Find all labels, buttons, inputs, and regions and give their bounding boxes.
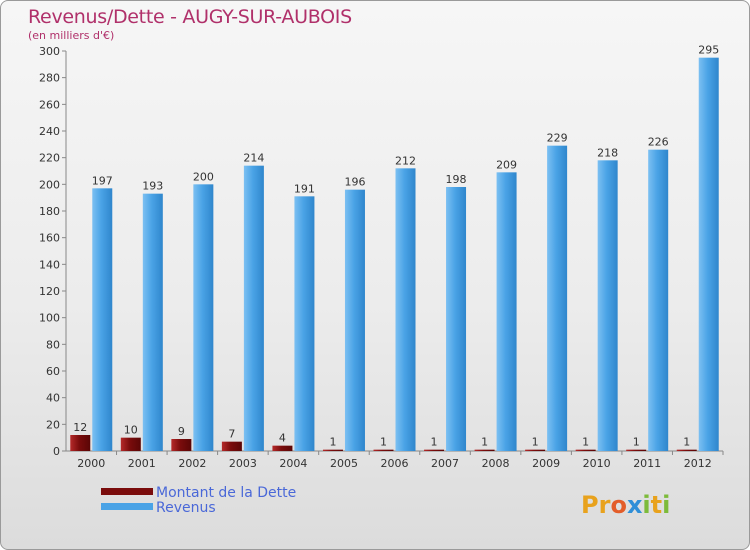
- bar-dette: [171, 439, 192, 451]
- y-tick-label: 300: [39, 45, 60, 58]
- logo-letter: x: [626, 491, 643, 519]
- y-tick-label: 60: [46, 365, 60, 378]
- legend-swatch-dette: [101, 488, 153, 495]
- x-tick-label: 2005: [330, 457, 358, 470]
- x-tick-label: 2012: [684, 457, 712, 470]
- bar-dette: [676, 449, 697, 451]
- data-label-dette: 1: [683, 436, 690, 449]
- x-tick-label: 2003: [229, 457, 257, 470]
- bar-dette: [626, 449, 647, 451]
- data-label-dette: 1: [633, 436, 640, 449]
- data-label-dette: 4: [279, 432, 286, 445]
- y-tick-label: 80: [46, 338, 60, 351]
- chart-bars: 12 197 10 193 9 200 7 214 4 191 1 196 1 212 1 198 1 209 1 2…: [70, 44, 719, 452]
- data-label-revenus: 193: [142, 180, 163, 193]
- bar-revenus: [547, 145, 568, 451]
- bar-revenus: [496, 172, 517, 452]
- bar-revenus: [142, 193, 163, 451]
- data-label-revenus: 191: [294, 182, 315, 195]
- logo-letter: o: [610, 491, 627, 519]
- chart-title: Revenus/Dette - AUGY-SUR-AUBOIS: [28, 6, 352, 28]
- data-label-dette: 12: [73, 421, 87, 434]
- y-tick-label: 0: [53, 445, 60, 458]
- legend-label-dette: Montant de la Dette: [156, 485, 297, 501]
- data-label-revenus: 196: [344, 176, 365, 189]
- data-label-revenus: 226: [648, 136, 669, 149]
- chart-axes: 0 20 40 60 80 100 120 140 160 180 200 220 240 260 280 3…: [39, 45, 724, 470]
- proxiti-logo: Proxiti: [581, 491, 670, 519]
- data-label-dette: 1: [532, 436, 539, 449]
- bar-revenus: [446, 187, 467, 451]
- data-label-dette: 1: [582, 436, 589, 449]
- legend-swatch-revenus: [101, 503, 153, 510]
- bar-dette: [322, 449, 343, 451]
- bar-dette: [272, 445, 293, 451]
- data-label-revenus: 197: [92, 174, 113, 187]
- bar-revenus: [193, 184, 214, 452]
- y-tick-label: 20: [46, 418, 60, 431]
- data-label-dette: 7: [228, 428, 235, 441]
- x-tick-label: 2006: [381, 457, 409, 470]
- legend-label-revenus: Revenus: [156, 500, 216, 516]
- bar-revenus: [294, 196, 315, 451]
- bar-dette: [424, 449, 445, 451]
- x-tick-label: 2000: [77, 457, 105, 470]
- bar-dette: [575, 449, 596, 451]
- y-tick-label: 260: [39, 98, 60, 111]
- logo-letter: i: [642, 491, 651, 519]
- x-tick-label: 2008: [482, 457, 510, 470]
- data-label-revenus: 214: [243, 152, 264, 165]
- y-tick-label: 180: [39, 205, 60, 218]
- x-tick-label: 2002: [178, 457, 206, 470]
- data-label-revenus: 295: [698, 44, 719, 57]
- bar-revenus: [344, 189, 365, 451]
- y-tick-label: 240: [39, 125, 60, 138]
- data-label-dette: 1: [431, 436, 438, 449]
- data-label-dette: 10: [124, 424, 138, 437]
- bar-revenus: [243, 165, 264, 451]
- x-tick-label: 2007: [431, 457, 459, 470]
- y-tick-label: 140: [39, 258, 60, 271]
- data-label-revenus: 209: [496, 158, 517, 171]
- chart-subtitle: (en milliers d'€): [28, 29, 115, 42]
- logo-letter: i: [662, 491, 671, 519]
- bar-revenus: [698, 57, 719, 452]
- bar-dette: [474, 449, 495, 451]
- x-tick-label: 2011: [633, 457, 661, 470]
- bar-dette: [120, 437, 141, 451]
- y-tick-label: 40: [46, 392, 60, 405]
- x-tick-label: 2010: [583, 457, 611, 470]
- x-tick-label: 2009: [532, 457, 560, 470]
- data-label-revenus: 200: [193, 170, 214, 183]
- data-label-revenus: 198: [446, 173, 467, 186]
- y-tick-label: 160: [39, 232, 60, 245]
- data-label-dette: 1: [329, 436, 336, 449]
- bar-dette: [70, 435, 91, 451]
- data-label-dette: 1: [481, 436, 488, 449]
- logo-letter: P: [581, 491, 599, 519]
- logo-letter: r: [598, 491, 611, 519]
- bar-dette: [221, 441, 242, 451]
- x-tick-label: 2001: [128, 457, 156, 470]
- y-tick-label: 220: [39, 152, 60, 165]
- data-label-dette: 1: [380, 436, 387, 449]
- y-tick-label: 280: [39, 72, 60, 85]
- y-tick-label: 100: [39, 312, 60, 325]
- y-tick-label: 200: [39, 178, 60, 191]
- data-label-revenus: 229: [547, 132, 568, 145]
- data-label-dette: 9: [178, 425, 185, 438]
- x-tick-label: 2004: [279, 457, 307, 470]
- bar-revenus: [648, 149, 669, 451]
- bar-revenus: [92, 188, 113, 452]
- y-tick-label: 120: [39, 285, 60, 298]
- bar-revenus: [395, 168, 416, 452]
- data-label-revenus: 218: [597, 146, 618, 159]
- data-label-revenus: 212: [395, 154, 416, 167]
- bar-revenus: [597, 160, 618, 452]
- logo-letter: t: [650, 491, 663, 519]
- bar-dette: [373, 449, 394, 451]
- bar-dette: [525, 449, 546, 451]
